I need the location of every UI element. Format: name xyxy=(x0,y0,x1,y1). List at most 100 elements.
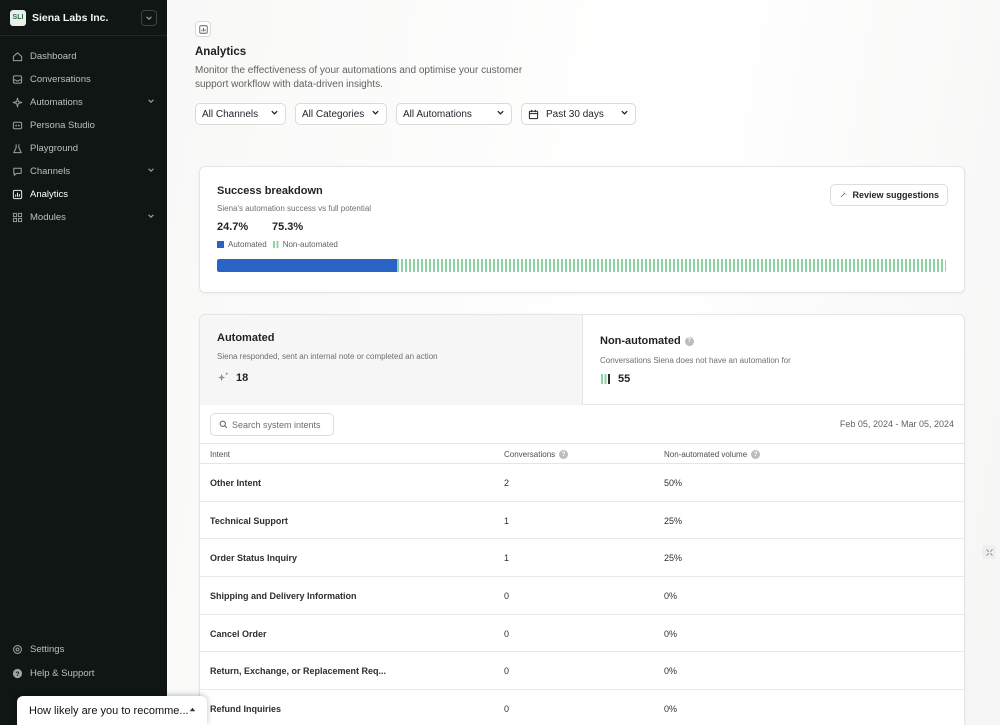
calendar-icon xyxy=(528,109,539,120)
table-row[interactable]: Shipping and Delivery Information 0 0% xyxy=(200,577,964,615)
chevron-down-icon[interactable] xyxy=(147,212,155,223)
striped-bar-icon xyxy=(600,373,612,385)
workspace-switcher[interactable]: SLI Siena Labs Inc. xyxy=(0,0,167,36)
conversations-cell: 0 xyxy=(504,704,510,715)
success-progress-bar xyxy=(217,259,946,272)
bottom-nav: Settings ? Help & Support xyxy=(0,637,167,685)
channel-filter-select[interactable]: All Channels xyxy=(195,103,286,125)
intent-cell: Order Status Inquiry xyxy=(210,553,298,564)
page-title: Analytics xyxy=(195,46,247,58)
chevron-down-icon[interactable] xyxy=(147,166,155,177)
sidebar-item-automations[interactable]: Automations xyxy=(0,91,167,114)
date-period-select[interactable]: Past 30 days xyxy=(521,103,636,125)
table-row[interactable]: Other Intent 2 50% xyxy=(200,464,964,502)
chevron-down-icon xyxy=(270,108,279,120)
chevron-down-icon[interactable] xyxy=(147,97,155,108)
sparkle-icon xyxy=(839,191,847,199)
conversations-cell: 0 xyxy=(504,628,510,639)
chevron-down-icon xyxy=(620,108,629,120)
conversations-cell: 0 xyxy=(504,666,510,677)
automated-swatch xyxy=(217,241,224,248)
sidebar-item-settings[interactable]: Settings xyxy=(0,637,167,661)
volume-cell: 25% xyxy=(664,553,683,564)
sidebar-item-label: Persona Studio xyxy=(30,120,95,131)
sidebar-item-label: Playground xyxy=(30,143,79,154)
chevron-down-icon[interactable] xyxy=(141,9,157,26)
automation-filter-select[interactable]: All Automations xyxy=(396,103,512,125)
column-header-intent[interactable]: Intent xyxy=(210,450,230,459)
automated-title: Automated xyxy=(217,332,275,344)
chart-legend: Automated Non-automated xyxy=(217,240,338,249)
sidebar-item-analytics[interactable]: Analytics xyxy=(0,183,167,206)
search-icon xyxy=(219,420,228,429)
non-automated-bar-segment xyxy=(397,259,946,272)
column-header-conversations[interactable]: Conversations ? xyxy=(504,450,569,459)
date-range-label: Feb 05, 2024 - Mar 05, 2024 xyxy=(839,419,954,429)
info-icon[interactable]: ? xyxy=(684,336,694,346)
non-automated-summary-tab[interactable]: Non-automated ? Conversations Siena does… xyxy=(583,315,964,405)
table-row[interactable]: Cancel Order 0 0% xyxy=(200,615,964,653)
intent-cell: Other Intent xyxy=(210,478,261,488)
automated-summary-tab[interactable]: Automated Siena responded, sent an inter… xyxy=(200,315,583,405)
table-header: Intent Conversations ? Non-automated vol… xyxy=(200,443,964,464)
sidebar-item-dashboard[interactable]: Dashboard xyxy=(0,45,167,68)
sidebar-item-persona-studio[interactable]: Persona Studio xyxy=(0,114,167,137)
brand-logo: SLI xyxy=(10,9,26,26)
column-header-label: Intent xyxy=(210,450,231,459)
persona-icon xyxy=(12,120,23,131)
info-icon[interactable]: ? xyxy=(559,450,569,459)
non-automated-count-value: 55 xyxy=(618,373,631,385)
search-placeholder: Search system intents xyxy=(232,419,321,430)
sidebar-item-label: Settings xyxy=(30,643,65,655)
sidebar-item-playground[interactable]: Playground xyxy=(0,137,167,160)
feedback-widget-icon[interactable] xyxy=(982,545,996,559)
chevron-down-icon xyxy=(496,108,505,120)
success-breakdown-card: Success breakdown Siena's automation suc… xyxy=(199,166,965,293)
page-description: Monitor the effectiveness of your automa… xyxy=(195,65,523,90)
info-icon[interactable]: ? xyxy=(751,450,761,459)
legend-non-automated: Non-automated xyxy=(282,240,338,249)
sparkle-icon xyxy=(217,371,230,384)
sidebar-item-modules[interactable]: Modules xyxy=(0,206,167,229)
filter-label: All Channels xyxy=(202,108,259,120)
non-automated-percentage: 75.3% xyxy=(272,221,304,233)
sidebar-item-label: Dashboard xyxy=(30,51,77,62)
category-filter-select[interactable]: All Categories xyxy=(295,103,387,125)
conversations-cell: 2 xyxy=(504,478,510,488)
conversations-cell: 1 xyxy=(504,553,510,564)
chevron-down-icon xyxy=(371,108,380,120)
intent-cell: Cancel Order xyxy=(210,628,267,639)
table-row[interactable]: Order Status Inquiry 1 25% xyxy=(200,539,964,578)
sidebar-item-channels[interactable]: Channels xyxy=(0,160,167,183)
table-row[interactable]: Refund Inquiries 0 0% xyxy=(200,690,964,725)
table-row[interactable]: Technical Support 1 25% xyxy=(200,502,964,540)
sidebar-item-label: Analytics xyxy=(30,189,69,200)
main-content: Analytics Monitor the effectiveness of y… xyxy=(167,0,1000,725)
chevron-up-icon[interactable] xyxy=(188,705,197,717)
card-title: Success breakdown xyxy=(217,185,323,197)
non-automated-count: 55 xyxy=(600,373,630,385)
volume-cell: 0% xyxy=(664,628,678,639)
search-intents-input[interactable]: Search system intents xyxy=(210,413,334,436)
sidebar-item-label: Automations xyxy=(30,97,83,108)
automated-percentage: 24.7% xyxy=(217,221,249,233)
nps-survey-popup[interactable]: How likely are you to recomme... xyxy=(17,696,207,725)
volume-cell: 25% xyxy=(664,515,683,526)
review-suggestions-button[interactable]: Review suggestions xyxy=(830,184,948,206)
legend-automated: Automated xyxy=(228,240,267,249)
bolt-icon xyxy=(12,97,23,108)
conversations-cell: 0 xyxy=(504,591,510,602)
volume-cell: 0% xyxy=(664,704,678,715)
conversations-cell: 1 xyxy=(504,515,510,526)
filter-label: All Automations xyxy=(403,108,472,120)
table-row[interactable]: Return, Exchange, or Replacement Req... … xyxy=(200,652,964,691)
filter-label: All Categories xyxy=(302,108,365,120)
chart-icon xyxy=(12,189,23,200)
column-header-volume[interactable]: Non-automated volume ? xyxy=(664,450,761,459)
svg-text:?: ? xyxy=(16,670,20,677)
sidebar-item-label: Help & Support xyxy=(30,667,95,679)
sidebar-item-conversations[interactable]: Conversations xyxy=(0,68,167,91)
sidebar-item-help[interactable]: ? Help & Support xyxy=(0,661,167,685)
sidebar-item-label: Channels xyxy=(30,166,71,177)
summary-row: Automated Siena responded, sent an inter… xyxy=(200,315,964,405)
